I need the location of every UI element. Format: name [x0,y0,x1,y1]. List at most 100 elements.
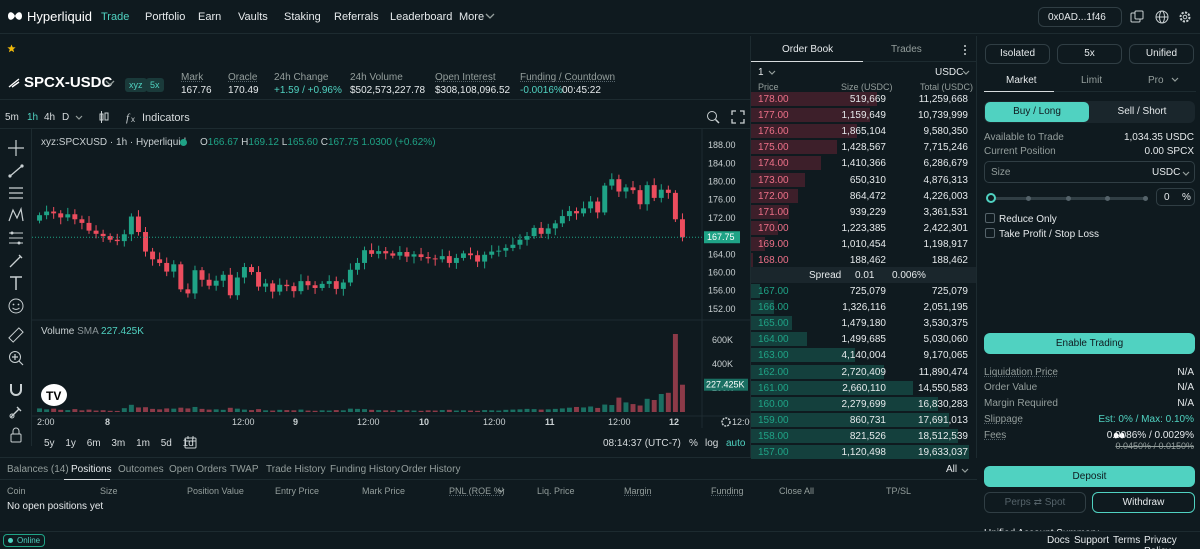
candle-body[interactable] [559,216,565,224]
more-options-icon[interactable] [963,44,967,56]
chevron-down-icon[interactable] [1182,170,1190,177]
candle-body[interactable] [171,264,177,272]
candle-body[interactable] [581,208,587,214]
tab-pro[interactable]: Pro [1126,68,1196,92]
candle-body[interactable] [213,280,219,286]
ask-row[interactable]: 173.00 650,310 4,876,313 [751,172,976,188]
chevron-down-icon[interactable] [105,79,115,87]
candle-body[interactable] [340,282,346,289]
candle-body[interactable] [37,215,43,221]
pattern-tool-icon[interactable] [7,206,25,224]
tab-order-history[interactable]: Order History [401,464,461,475]
candle-body[interactable] [545,228,551,234]
candle-body[interactable] [234,277,240,296]
tab-order-book[interactable]: Order Book [751,36,863,62]
candle-body[interactable] [65,214,71,218]
candle-body[interactable] [51,211,57,214]
candle-body[interactable] [150,251,156,260]
auto-toggle[interactable]: auto [726,438,746,449]
slider-handle[interactable] [986,193,996,203]
tab-outcomes[interactable]: Outcomes [118,464,164,475]
pair-selector[interactable]: SPCX-USDC [24,74,113,91]
tab-trades[interactable]: Trades [863,36,976,62]
candle-body[interactable] [220,274,226,281]
candle-body[interactable] [157,259,163,263]
favorite-star-icon[interactable] [7,44,16,53]
candle-body[interactable] [672,192,678,220]
candle-body[interactable] [354,262,360,270]
candle-body[interactable] [58,213,64,218]
calendar-icon[interactable] [184,436,197,449]
candle-body[interactable] [425,257,431,259]
candle-body[interactable] [411,254,417,257]
bid-row[interactable]: 165.00 1,479,180 3,530,375 [751,315,976,331]
candle-body[interactable] [658,189,664,198]
screenshot-search-icon[interactable] [706,110,720,124]
logo-text[interactable]: Hyperliquid [27,9,93,24]
bid-row[interactable]: 161.00 2,660,110 14,550,583 [751,380,976,396]
ask-row[interactable]: 177.00 1,159,649 10,739,999 [751,107,976,123]
candle-body[interactable] [284,284,290,287]
candle-body[interactable] [439,256,445,260]
candle-body[interactable] [496,250,502,252]
candle-body[interactable] [609,179,615,186]
lock-drawing-icon[interactable] [7,403,25,421]
bid-row[interactable]: 159.00 860,731 17,691,013 [751,412,976,428]
candle-body[interactable] [616,179,622,192]
candle-body[interactable] [475,255,481,262]
percent-input[interactable]: 0 % [1156,188,1195,206]
candle-body[interactable] [517,239,523,245]
devices-icon[interactable] [1130,10,1144,24]
range-5y[interactable]: 5y [44,438,55,449]
account-mode-unified[interactable]: Unified [1129,44,1194,64]
candle-body[interactable] [185,289,191,294]
candle-body[interactable] [241,267,247,278]
range-3m[interactable]: 3m [111,438,126,449]
candle-body[interactable] [312,285,318,288]
tab-funding-history[interactable]: Funding History [330,464,401,475]
bid-row[interactable]: 162.00 2,720,409 11,890,474 [751,364,976,380]
range-1y[interactable]: 1y [65,438,76,449]
tab-twap[interactable]: TWAP [230,464,259,475]
candle-body[interactable] [72,214,78,220]
candle-type-icon[interactable] [98,111,110,123]
candle-body[interactable] [192,270,198,294]
candle-body[interactable] [333,281,339,289]
candle-body[interactable] [114,239,120,242]
candle-body[interactable] [566,211,572,217]
nav-portfolio[interactable]: Portfolio [145,11,186,23]
log-toggle[interactable]: log [705,438,719,449]
chevron-down-icon[interactable] [75,114,83,121]
candle-body[interactable] [128,216,134,235]
lock-icon[interactable] [7,426,25,444]
candle-body[interactable] [107,236,113,240]
ask-row[interactable]: 171.00 939,229 3,361,531 [751,204,976,220]
nav-trade[interactable]: Trade [101,11,130,23]
candle-body[interactable] [574,211,579,214]
ask-row[interactable]: 178.00 519,669 11,259,668 [751,91,976,107]
size-slider[interactable] [986,192,1150,204]
close-all-button[interactable]: Close All [779,486,815,496]
interval-5m[interactable]: 5m [5,112,19,123]
reduce-only-checkbox[interactable] [985,213,995,223]
percent-toggle[interactable]: % [689,438,698,449]
range-1m[interactable]: 1m [136,438,150,449]
ruler-icon[interactable] [7,326,25,344]
slippage-value[interactable]: Est: 0% / Max: 0.10% [1098,414,1194,425]
chevron-down-icon[interactable] [485,12,495,20]
hyperliquid-logo-icon[interactable] [7,9,23,23]
size-unit-select[interactable]: USDC [1152,167,1181,178]
candle-body[interactable] [397,252,403,256]
candle-body[interactable] [270,283,276,292]
bid-row[interactable]: 166.00 1,326,116 2,051,195 [751,299,976,315]
candle-body[interactable] [86,222,92,231]
candle-body[interactable] [178,264,184,290]
enable-trading-button[interactable]: Enable Trading [984,333,1195,354]
candle-body[interactable] [552,223,558,229]
interval-4h[interactable]: 4h [44,112,56,123]
unit-select[interactable]: USDC [935,67,964,78]
withdraw-button[interactable]: Withdraw [1092,492,1195,513]
interval-d[interactable]: D [62,112,70,123]
size-input[interactable]: Size USDC [984,161,1195,183]
